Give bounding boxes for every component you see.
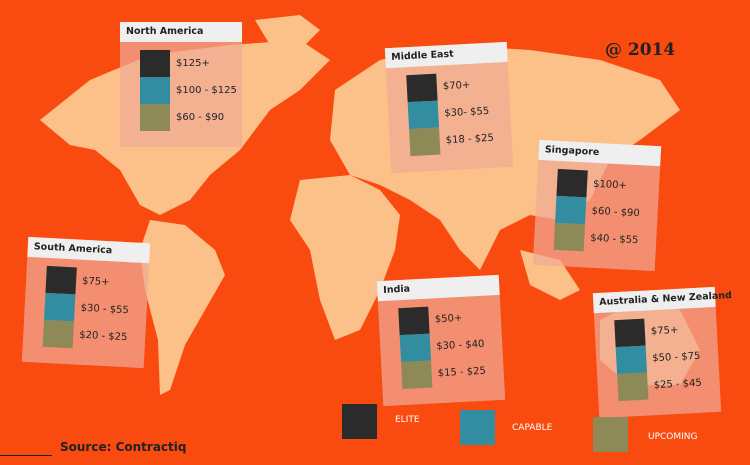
legend-swatch <box>342 404 377 439</box>
rate-label: $18 - $25 <box>445 132 495 147</box>
region-card: North America $125+ $100 - $125 $60 - $90 <box>120 22 242 147</box>
rate-label: $75+ <box>650 324 679 338</box>
rate-label: $100+ <box>592 178 628 192</box>
tier-swatch <box>140 104 170 131</box>
rate-label: $60 - $90 <box>176 112 225 123</box>
region-card: Singapore $100+ $60 - $90 $40 - $55 <box>532 139 662 272</box>
rate-label: $15 - $25 <box>437 365 487 380</box>
region-card: Middle East $70+ $30- $55 $18 - $25 <box>384 41 514 174</box>
legend-label: CAPABLE <box>512 423 553 433</box>
rate-label: $70+ <box>442 79 471 93</box>
region-card: India $50+ $30 - $40 $15 - $25 <box>376 274 506 407</box>
legend-label: ELITE <box>395 415 420 425</box>
rate-label: $40 - $55 <box>589 232 639 247</box>
rate-label: $50+ <box>434 312 463 326</box>
tier-swatch <box>614 318 646 348</box>
rate-label: $30 - $40 <box>436 338 485 353</box>
rate-label: $75+ <box>81 275 110 289</box>
tier-swatch <box>617 372 649 402</box>
tier-swatch <box>407 100 440 130</box>
rate-label: $100 - $125 <box>176 85 237 96</box>
tier-swatch <box>399 333 432 363</box>
tier-swatch <box>406 73 438 103</box>
region-card: South America $75+ $30 - $55 $20 - $25 <box>21 236 151 369</box>
year-stamp: @ 2014 <box>605 40 676 60</box>
legend-swatch <box>593 417 628 452</box>
tier-swatch <box>401 360 433 390</box>
rate-label: $30- $55 <box>444 105 490 120</box>
tier-swatch <box>42 319 74 349</box>
tier-swatch <box>45 265 77 295</box>
source-rule <box>0 455 52 456</box>
tier-swatch <box>556 168 588 198</box>
rate-label: $20 - $25 <box>78 329 128 344</box>
tier-swatch <box>553 222 585 252</box>
tier-swatch <box>615 345 648 375</box>
legend-label: UPCOMING <box>648 432 698 442</box>
tier-swatch <box>398 306 430 336</box>
tier-swatch <box>409 127 441 157</box>
tier-swatch <box>140 50 170 77</box>
tier-swatch <box>140 77 170 104</box>
tier-swatch <box>555 195 587 225</box>
tier-swatch <box>44 292 76 322</box>
region-card: Australia & New Zealand $75+ $50 - $75 $25 … <box>592 286 732 419</box>
source: Source: Contractiq <box>60 440 187 454</box>
rate-label: $30 - $55 <box>80 302 130 317</box>
region-name: North America <box>120 22 242 42</box>
rate-label: $60 - $90 <box>591 205 641 220</box>
rate-label: $50 - $75 <box>652 350 701 365</box>
rate-label: $125+ <box>176 58 210 69</box>
legend-swatch <box>460 410 495 445</box>
rate-label: $25 - $45 <box>653 377 703 392</box>
